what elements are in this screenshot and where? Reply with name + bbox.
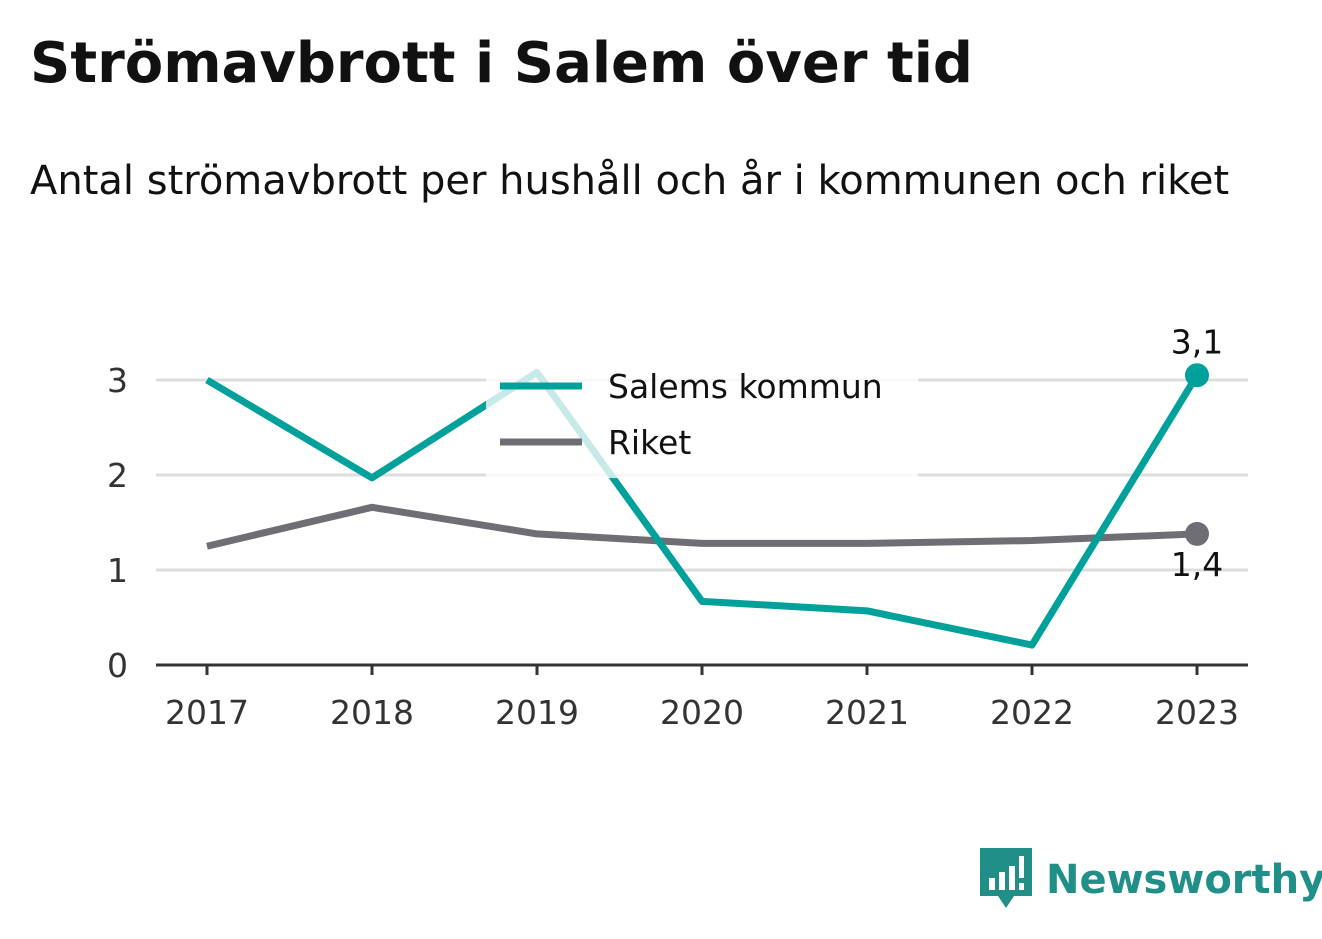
y-tick-label: 0 xyxy=(107,646,128,685)
chart-title: Strömavbrott i Salem över tid xyxy=(30,31,974,96)
series-end-point-0 xyxy=(1185,363,1209,388)
end-value-label: 1,4 xyxy=(1171,545,1223,584)
brand-name: Newsworthy xyxy=(1046,857,1322,903)
legend-label: Salems kommun xyxy=(608,367,883,406)
x-tick-label: 2018 xyxy=(330,693,414,732)
series-end-point-1 xyxy=(1185,521,1209,546)
series-line-0 xyxy=(205,368,1200,649)
x-axis: 2017 2018 2019 2020 2021 2022 2023 xyxy=(156,663,1248,732)
legend: Salems kommun Riket xyxy=(486,352,918,478)
chart-subtitle: Antal strömavbrott per hushåll och år i … xyxy=(30,158,1230,204)
legend-background xyxy=(486,352,918,478)
x-tick-label: 2019 xyxy=(495,693,579,732)
series-line-1 xyxy=(206,503,1198,550)
x-tick-label: 2022 xyxy=(990,693,1074,732)
end-value-labels: 3,1 1,4 xyxy=(1171,322,1223,584)
end-value-label: 3,1 xyxy=(1171,322,1223,361)
x-tick-label: 2023 xyxy=(1155,693,1239,732)
y-axis: 0 1 2 3 xyxy=(107,361,128,685)
legend-label: Riket xyxy=(608,423,691,462)
x-tick-label: 2017 xyxy=(165,693,249,732)
y-tick-label: 1 xyxy=(107,551,128,590)
series-lines xyxy=(205,363,1209,649)
x-tick-label: 2020 xyxy=(660,693,744,732)
newsworthy-logo-icon xyxy=(980,848,1032,908)
x-tick-label: 2021 xyxy=(825,693,909,732)
y-tick-label: 3 xyxy=(107,361,128,400)
newsworthy-brand: Newsworthy xyxy=(980,848,1322,912)
y-tick-label: 2 xyxy=(107,456,128,495)
